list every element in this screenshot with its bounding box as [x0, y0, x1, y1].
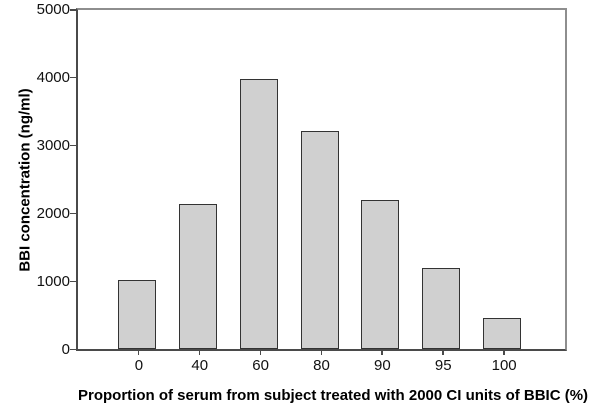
y-tick-label: 4000 [36, 68, 70, 86]
x-axis-tick [503, 350, 505, 355]
y-axis-tick [70, 9, 76, 11]
x-axis-tick [320, 350, 322, 355]
x-axis-tick [442, 350, 444, 355]
x-axis-title: Proportion of serum from subject treated… [78, 387, 589, 404]
bar [422, 268, 461, 349]
y-axis-tick [70, 348, 76, 350]
x-tick-label: 90 [374, 356, 391, 374]
y-tick-label: 0 [61, 340, 70, 358]
x-tick-label: 0 [134, 356, 144, 374]
plot-area [76, 8, 567, 351]
x-tick-label: 80 [313, 356, 330, 374]
bar [300, 131, 339, 349]
y-axis-tick [70, 144, 76, 147]
x-tick-label: 40 [191, 356, 209, 374]
y-axis-title: BBI concentration (ng/ml) [16, 88, 34, 272]
y-tick-label: 2000 [36, 204, 70, 222]
y-tick-label: 5000 [36, 1, 70, 18]
bar [483, 317, 522, 349]
x-axis-tick [137, 350, 140, 355]
y-axis-tick [70, 76, 76, 79]
x-tick-label: 100 [491, 356, 517, 374]
x-axis-tick [259, 350, 262, 355]
y-tick-label: 3000 [36, 136, 70, 154]
x-axis-tick [198, 350, 201, 355]
bar [178, 203, 217, 349]
y-tick-label: 1000 [36, 272, 70, 290]
x-axis-tick [381, 350, 383, 355]
bar [117, 279, 156, 349]
y-axis-tick [70, 212, 76, 215]
bar [361, 200, 400, 349]
bar [239, 79, 278, 349]
y-axis-tick [70, 280, 76, 283]
x-tick-label: 60 [252, 356, 269, 374]
x-tick-label: 95 [434, 356, 452, 374]
